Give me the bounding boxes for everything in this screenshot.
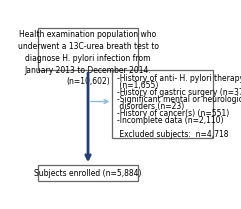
Text: Excluded subjects:  n=4,718: Excluded subjects: n=4,718 <box>117 130 228 139</box>
Text: -Incomplete data (n=2,110): -Incomplete data (n=2,110) <box>117 116 223 125</box>
Text: -Significant mental or neurological: -Significant mental or neurological <box>117 95 241 104</box>
Text: -History of gastric surgery (n=379): -History of gastric surgery (n=379) <box>117 88 241 97</box>
Text: -History of cancer(s) (n=551): -History of cancer(s) (n=551) <box>117 109 229 118</box>
Text: (n=1,655): (n=1,655) <box>117 81 158 90</box>
FancyBboxPatch shape <box>38 28 138 70</box>
Text: Health examination population who
underwent a 13C-urea breath test to
diagnose H: Health examination population who underw… <box>18 30 159 87</box>
FancyBboxPatch shape <box>112 70 213 138</box>
FancyBboxPatch shape <box>38 165 138 181</box>
Text: Subjects enrolled (n=5,884): Subjects enrolled (n=5,884) <box>34 169 142 178</box>
Text: disorders (n=23): disorders (n=23) <box>117 102 184 111</box>
Text: -History of anti- H. pylori therapy: -History of anti- H. pylori therapy <box>117 74 241 83</box>
